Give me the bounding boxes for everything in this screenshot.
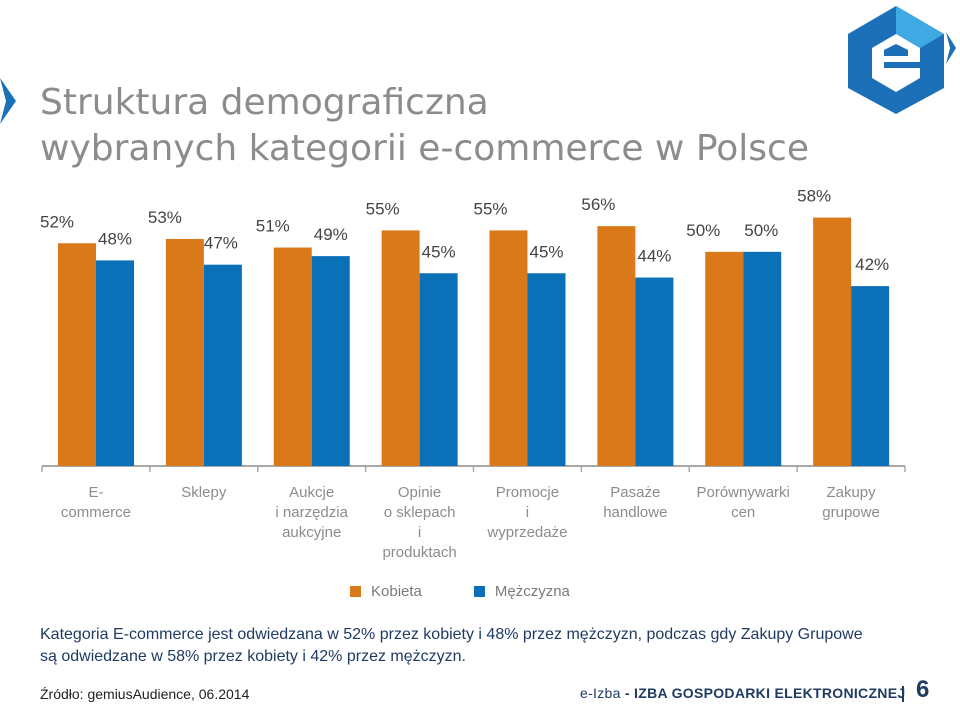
category-label: aukcyjne	[282, 524, 341, 541]
legend-label-mezczyzna: Mężczyzna	[494, 583, 570, 600]
category-label: i	[418, 524, 421, 541]
category-label: Pasaże	[610, 484, 660, 501]
legend-item-kobieta: Kobieta	[350, 583, 422, 600]
data-label-mezczyzna: 42%	[855, 255, 889, 274]
page-title: Struktura demograficzna wybranych katego…	[40, 80, 809, 172]
bar-kobieta	[58, 243, 96, 466]
bar-mezczyzna	[311, 256, 350, 466]
title-line-2: wybranych kategorii e-commerce w Polsce	[40, 128, 809, 169]
category-label: produktach	[382, 544, 456, 561]
source-citation: Źródło: gemiusAudience, 06.2014	[40, 686, 250, 702]
data-label-kobieta: 53%	[148, 208, 182, 227]
bar-kobieta	[489, 230, 528, 466]
legend-item-mezczyzna: Mężczyzna	[473, 583, 570, 600]
data-label-kobieta: 55%	[366, 199, 400, 218]
category-label: grupowe	[822, 504, 880, 521]
bar-mezczyzna	[635, 277, 674, 466]
legend-swatch-mezczyzna	[473, 586, 485, 597]
footer-brand-suffix: - IZBA GOSPODARKI ELEKTRONICZNEJ	[620, 685, 906, 701]
category-label: Promocje	[496, 484, 559, 501]
footer-divider	[902, 686, 904, 702]
bar-kobieta	[165, 238, 204, 466]
bar-mezczyzna	[203, 264, 242, 466]
bar-kobieta	[813, 217, 852, 466]
data-label-kobieta: 52%	[40, 212, 74, 231]
bar-kobieta	[273, 247, 312, 466]
data-label-mezczyzna: 47%	[204, 234, 238, 253]
category-label: Zakupy	[826, 484, 876, 501]
category-label: Porównywarki	[697, 484, 790, 501]
data-label-mezczyzna: 50%	[744, 221, 778, 240]
arrow-accent-icon	[0, 78, 16, 124]
page-number: 6	[916, 676, 930, 703]
note-line-2: są odwiedzane w 58% przez kobiety i 42% …	[40, 648, 466, 665]
data-label-mezczyzna: 49%	[314, 225, 348, 244]
note-line-1: Kategoria E-commerce jest odwiedzana w 5…	[40, 626, 863, 643]
bar-mezczyzna	[96, 260, 134, 466]
data-label-kobieta: 58%	[797, 187, 831, 206]
chart-note: Kategoria E-commerce jest odwiedzana w 5…	[40, 624, 920, 668]
category-label: i narzędzia	[275, 504, 348, 521]
category-label: Aukcje	[289, 484, 334, 501]
e-izba-logo-icon	[848, 6, 956, 114]
category-label: Sklepy	[181, 484, 227, 501]
title-line-1: Struktura demograficzna	[40, 82, 489, 123]
chart-legend: Kobieta Mężczyzna	[350, 583, 622, 600]
bar-mezczyzna	[527, 273, 566, 466]
legend-swatch-kobieta	[350, 586, 361, 597]
category-label: handlowe	[603, 504, 667, 521]
legend-label-kobieta: Kobieta	[371, 583, 422, 600]
footer-brand: e-Izba - IZBA GOSPODARKI ELEKTRONICZNEJ	[580, 685, 905, 701]
bar-kobieta	[381, 230, 420, 466]
footer-brand-prefix: e-Izba	[580, 685, 621, 701]
bar-mezczyzna	[851, 286, 890, 466]
category-label: E-	[88, 484, 103, 501]
data-label-kobieta: 56%	[581, 195, 615, 214]
data-label-mezczyzna: 45%	[529, 242, 563, 261]
category-label: Opinie	[398, 484, 441, 501]
bar-mezczyzna	[743, 251, 782, 466]
category-label: wyprzedaże	[486, 524, 567, 541]
data-label-mezczyzna: 44%	[637, 247, 671, 266]
category-label: o sklepach	[384, 504, 456, 521]
bar-kobieta	[705, 251, 744, 466]
bar-kobieta	[597, 226, 636, 466]
bar-mezczyzna	[419, 273, 458, 466]
data-label-kobieta: 50%	[686, 221, 720, 240]
data-label-mezczyzna: 48%	[98, 229, 132, 248]
category-label: commerce	[61, 504, 131, 521]
data-label-kobieta: 55%	[473, 199, 507, 218]
category-label: cen	[731, 504, 755, 521]
category-label: i	[526, 504, 529, 521]
data-label-kobieta: 51%	[256, 217, 290, 236]
data-label-mezczyzna: 45%	[422, 242, 456, 261]
